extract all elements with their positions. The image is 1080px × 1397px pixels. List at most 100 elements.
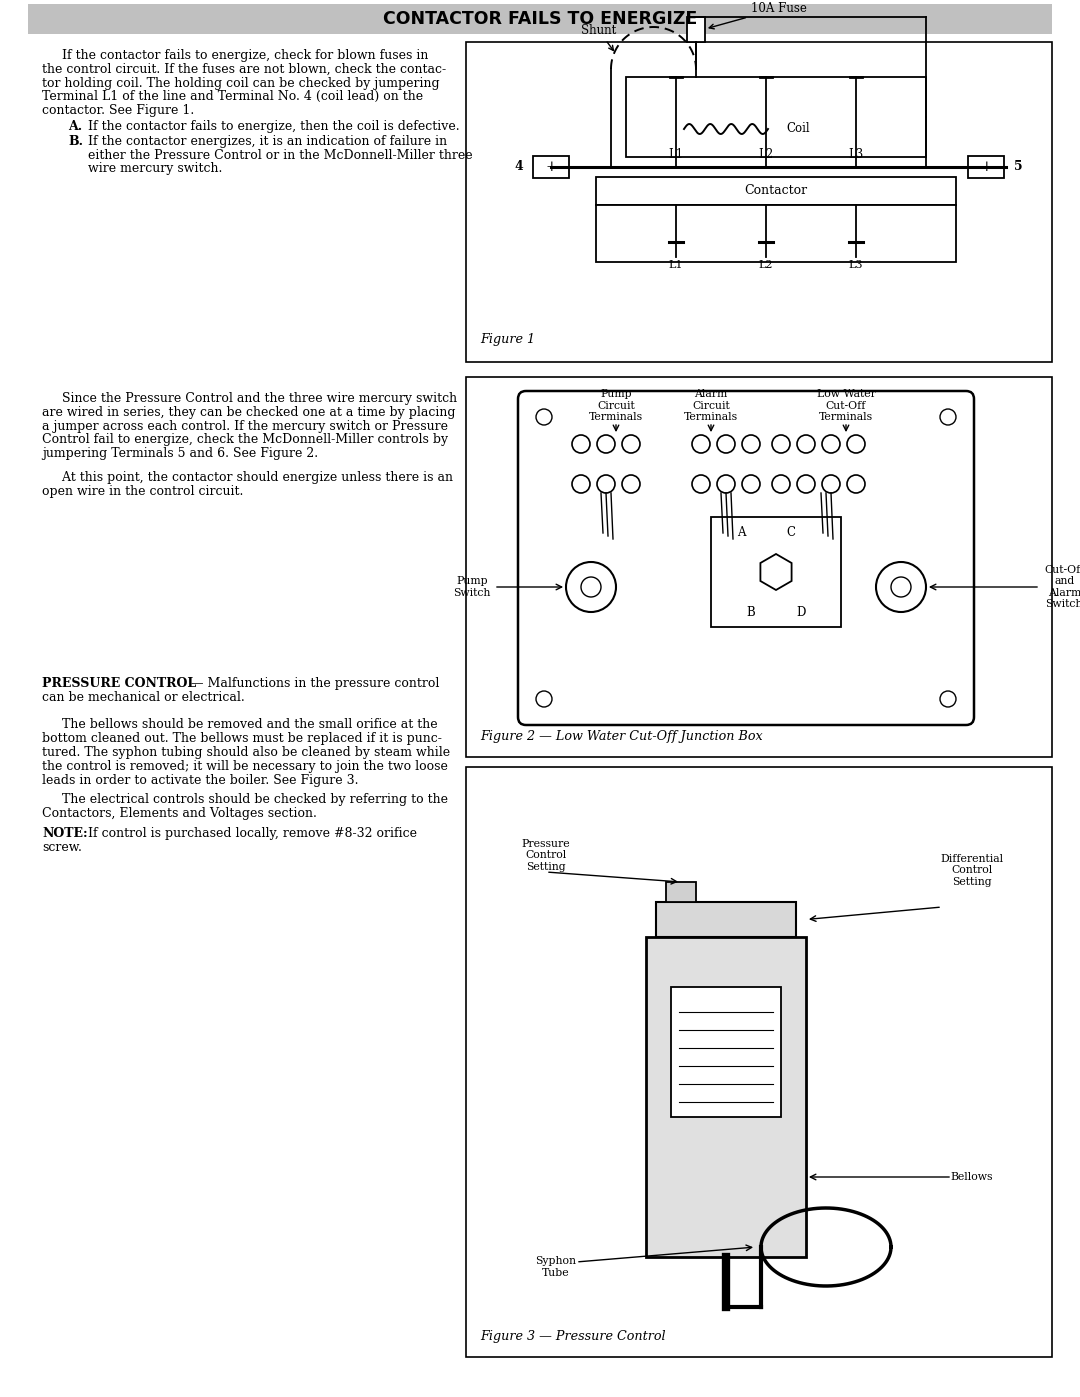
Text: C: C bbox=[786, 525, 796, 538]
Text: L1: L1 bbox=[669, 148, 684, 161]
Text: B.: B. bbox=[68, 134, 83, 148]
Text: leads in order to activate the boiler. See Figure 3.: leads in order to activate the boiler. S… bbox=[42, 774, 359, 787]
Bar bbox=[711, 517, 841, 627]
Bar bbox=[646, 937, 806, 1257]
Circle shape bbox=[622, 475, 640, 493]
Circle shape bbox=[597, 434, 615, 453]
Text: L2: L2 bbox=[758, 148, 773, 161]
Circle shape bbox=[536, 409, 552, 425]
Circle shape bbox=[692, 434, 710, 453]
Circle shape bbox=[572, 475, 590, 493]
Circle shape bbox=[742, 434, 760, 453]
Circle shape bbox=[891, 577, 912, 597]
Text: L2: L2 bbox=[759, 260, 773, 270]
Circle shape bbox=[940, 409, 956, 425]
Text: can be mechanical or electrical.: can be mechanical or electrical. bbox=[42, 690, 245, 704]
Circle shape bbox=[822, 434, 840, 453]
Text: Terminal L1 of the line and Terminal No. 4 (coil lead) on the: Terminal L1 of the line and Terminal No.… bbox=[42, 91, 423, 103]
Circle shape bbox=[742, 475, 760, 493]
Circle shape bbox=[847, 475, 865, 493]
Circle shape bbox=[940, 692, 956, 707]
Text: Figure 3 — Pressure Control: Figure 3 — Pressure Control bbox=[480, 1330, 665, 1343]
Text: L1: L1 bbox=[669, 260, 684, 270]
Bar bbox=[968, 156, 1004, 177]
Text: 4: 4 bbox=[514, 161, 523, 173]
Bar bbox=[596, 177, 956, 205]
Circle shape bbox=[622, 434, 640, 453]
Text: A.: A. bbox=[68, 120, 82, 133]
Circle shape bbox=[566, 562, 616, 612]
Text: 10A Fuse: 10A Fuse bbox=[710, 1, 807, 29]
Text: the control is removed; it will be necessary to join the two loose: the control is removed; it will be neces… bbox=[42, 760, 448, 773]
Circle shape bbox=[717, 475, 735, 493]
Circle shape bbox=[876, 562, 926, 612]
Text: L3: L3 bbox=[849, 148, 864, 161]
Text: Differential
Control
Setting: Differential Control Setting bbox=[941, 854, 1003, 887]
Text: Pump
Switch: Pump Switch bbox=[454, 576, 491, 598]
Bar bbox=[687, 17, 705, 42]
Text: tured. The syphon tubing should also be cleaned by steam while: tured. The syphon tubing should also be … bbox=[42, 746, 450, 759]
Text: CONTACTOR FAILS TO ENERGIZE: CONTACTOR FAILS TO ENERGIZE bbox=[383, 10, 697, 28]
Text: A: A bbox=[737, 525, 745, 538]
Circle shape bbox=[797, 434, 815, 453]
Circle shape bbox=[581, 577, 600, 597]
Bar bbox=[671, 988, 781, 1118]
Circle shape bbox=[772, 434, 789, 453]
Text: The electrical controls should be checked by referring to the: The electrical controls should be checke… bbox=[42, 793, 448, 806]
Text: Contactors, Elements and Voltages section.: Contactors, Elements and Voltages sectio… bbox=[42, 807, 316, 820]
Text: open wire in the control circuit.: open wire in the control circuit. bbox=[42, 485, 243, 497]
Text: Pressure
Control
Setting: Pressure Control Setting bbox=[522, 838, 570, 872]
Text: Shunt: Shunt bbox=[581, 24, 617, 50]
Text: If control is purchased locally, remove #8-32 orifice: If control is purchased locally, remove … bbox=[84, 827, 417, 840]
Text: a jumper across each control. If the mercury switch or Pressure: a jumper across each control. If the mer… bbox=[42, 419, 448, 433]
Bar bbox=[465, 767, 1052, 1356]
Text: contactor. See Figure 1.: contactor. See Figure 1. bbox=[42, 105, 194, 117]
Text: If the contactor fails to energize, check for blown fuses in: If the contactor fails to energize, chec… bbox=[42, 49, 429, 61]
Circle shape bbox=[692, 475, 710, 493]
Circle shape bbox=[772, 475, 789, 493]
Text: B: B bbox=[746, 605, 755, 619]
Text: Cut-Off
and
Alarm
Switch: Cut-Off and Alarm Switch bbox=[1044, 564, 1080, 609]
Circle shape bbox=[536, 692, 552, 707]
Text: — Malfunctions in the pressure control: — Malfunctions in the pressure control bbox=[187, 678, 440, 690]
Text: Pump
Circuit
Terminals: Pump Circuit Terminals bbox=[589, 388, 643, 422]
Bar bbox=[656, 902, 796, 937]
Text: Figure 1: Figure 1 bbox=[480, 332, 535, 346]
Text: At this point, the contactor should energize unless there is an: At this point, the contactor should ener… bbox=[42, 471, 453, 483]
Text: PRESSURE CONTROL: PRESSURE CONTROL bbox=[42, 678, 197, 690]
Bar bbox=[465, 377, 1052, 757]
Circle shape bbox=[822, 475, 840, 493]
Circle shape bbox=[572, 434, 590, 453]
Circle shape bbox=[717, 434, 735, 453]
Text: Control fail to energize, check the McDonnell-Miller controls by: Control fail to energize, check the McDo… bbox=[42, 433, 448, 447]
Text: L3: L3 bbox=[849, 260, 863, 270]
Text: bottom cleaned out. The bellows must be replaced if it is punc-: bottom cleaned out. The bellows must be … bbox=[42, 732, 442, 745]
Text: D: D bbox=[796, 605, 806, 619]
Text: jumpering Terminals 5 and 6. See Figure 2.: jumpering Terminals 5 and 6. See Figure … bbox=[42, 447, 319, 460]
Text: tor holding coil. The holding coil can be checked by jumpering: tor holding coil. The holding coil can b… bbox=[42, 77, 440, 89]
Bar bbox=[28, 4, 1052, 34]
Circle shape bbox=[797, 475, 815, 493]
Bar bbox=[626, 77, 926, 156]
Text: If the contactor energizes, it is an indication of failure in: If the contactor energizes, it is an ind… bbox=[87, 134, 447, 148]
Text: Coil: Coil bbox=[786, 123, 810, 136]
Text: 5: 5 bbox=[1014, 161, 1023, 173]
FancyBboxPatch shape bbox=[518, 391, 974, 725]
Bar bbox=[596, 205, 956, 263]
Text: Syphon
Tube: Syphon Tube bbox=[536, 1256, 577, 1278]
Bar bbox=[465, 42, 1052, 362]
Text: are wired in series, they can be checked one at a time by placing: are wired in series, they can be checked… bbox=[42, 405, 456, 419]
Text: NOTE:: NOTE: bbox=[42, 827, 87, 840]
Text: wire mercury switch.: wire mercury switch. bbox=[87, 162, 222, 176]
Text: Low Water
Cut-Off
Terminals: Low Water Cut-Off Terminals bbox=[816, 388, 876, 422]
Text: If the contactor fails to energize, then the coil is defective.: If the contactor fails to energize, then… bbox=[87, 120, 460, 133]
Text: +: + bbox=[545, 161, 557, 175]
Bar bbox=[534, 156, 569, 177]
Text: Alarm
Circuit
Terminals: Alarm Circuit Terminals bbox=[684, 388, 738, 422]
Text: Bellows: Bellows bbox=[950, 1172, 994, 1182]
Bar bbox=[666, 882, 696, 902]
Text: The bellows should be removed and the small orifice at the: The bellows should be removed and the sm… bbox=[42, 718, 437, 732]
Text: the control circuit. If the fuses are not blown, check the contac-: the control circuit. If the fuses are no… bbox=[42, 63, 446, 75]
Text: screw.: screw. bbox=[42, 841, 82, 854]
Circle shape bbox=[597, 475, 615, 493]
